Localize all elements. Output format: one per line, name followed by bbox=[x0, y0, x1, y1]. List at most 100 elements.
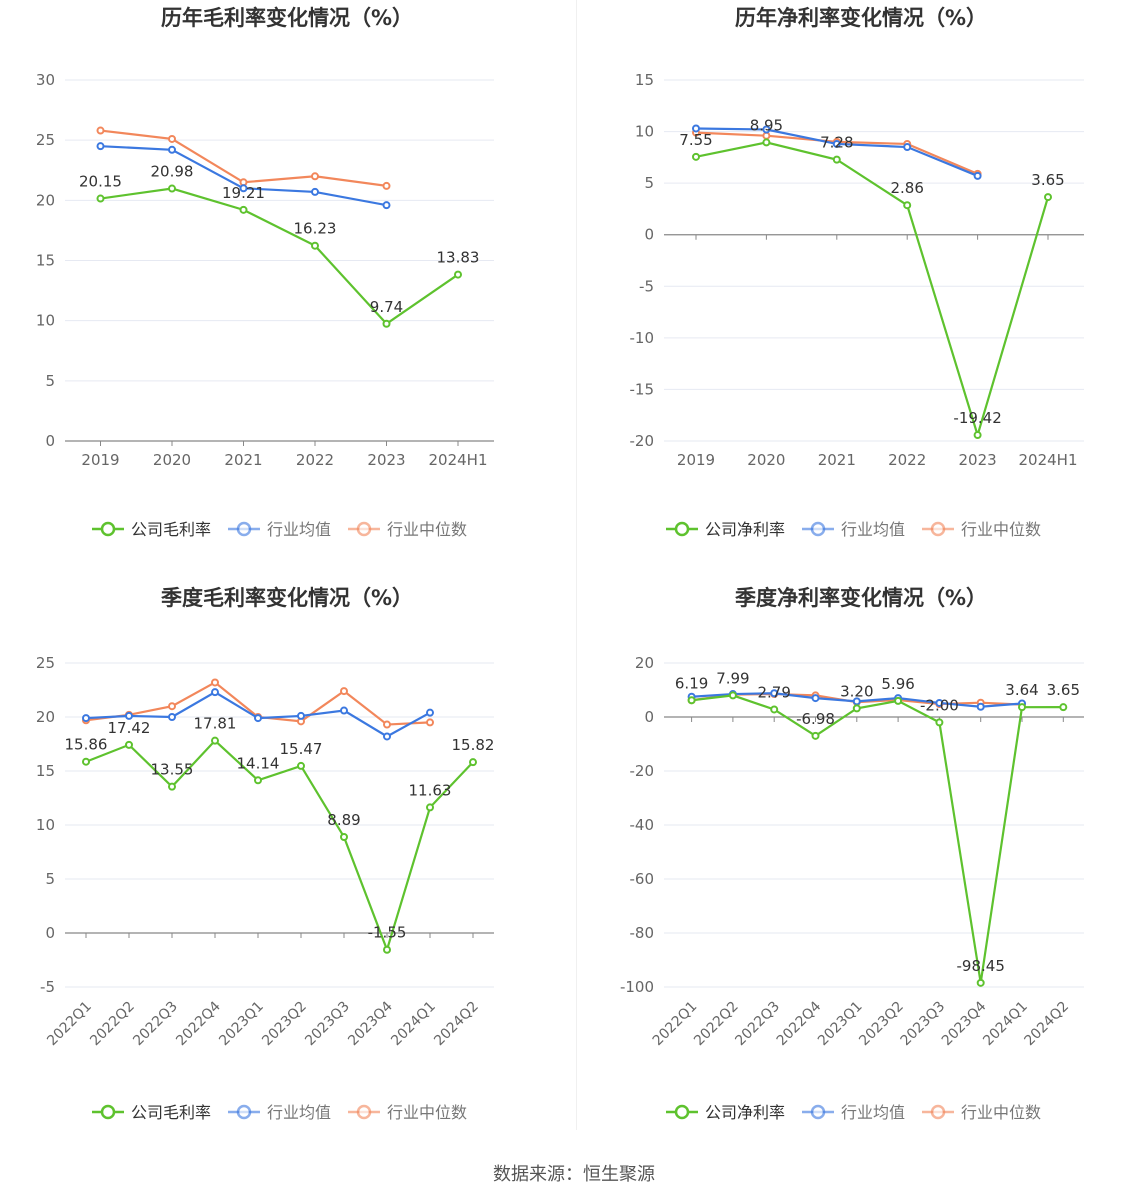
legend-marker-company bbox=[674, 1104, 690, 1120]
chart-title: 季度净利率变化情况（%） bbox=[735, 586, 987, 610]
y-tick-label: 5 bbox=[45, 372, 55, 390]
data-point-company bbox=[168, 782, 176, 791]
data-point-company bbox=[96, 194, 105, 203]
chart-title: 历年净利率变化情况（%） bbox=[735, 6, 987, 30]
legend-marker-industry_median bbox=[930, 1104, 946, 1120]
y-tick-label: -20 bbox=[630, 432, 655, 450]
data-point-company bbox=[903, 201, 912, 210]
data-label: 7.99 bbox=[716, 669, 749, 687]
data-point-industry_avg bbox=[832, 139, 841, 148]
y-tick-label: 20 bbox=[36, 708, 55, 726]
y-tick-label: 0 bbox=[644, 708, 654, 726]
data-point-industry_avg bbox=[382, 201, 391, 210]
data-point-company bbox=[340, 832, 348, 841]
data-label: 8.95 bbox=[750, 116, 783, 134]
data-point-industry_avg bbox=[125, 711, 133, 720]
x-tick-label: 2023Q2 bbox=[259, 999, 310, 1050]
data-point-company bbox=[935, 718, 944, 727]
data-point-company bbox=[239, 205, 248, 214]
data-point-company bbox=[692, 152, 700, 161]
chart-quarterly-gross-panel: 季度毛利率变化情况（%） -5 0 5 10 15 20 25 2022Q1 2022Q2 2022… bbox=[0, 580, 574, 1160]
data-point-company bbox=[254, 776, 262, 785]
data-point-company bbox=[311, 241, 319, 250]
x-tick-label: 2023 bbox=[959, 451, 997, 469]
data-label: 13.55 bbox=[151, 761, 194, 779]
x-tick-label: 2023Q4 bbox=[939, 998, 990, 1049]
x-tick-label: 2021 bbox=[818, 451, 856, 469]
legend-label: 行业中位数 bbox=[961, 520, 1041, 539]
data-point-company bbox=[426, 803, 434, 812]
data-point-industry_avg bbox=[973, 171, 982, 180]
legend-label: 行业中位数 bbox=[387, 520, 467, 539]
data-point-company bbox=[973, 431, 982, 440]
data-label: 15.47 bbox=[280, 740, 323, 758]
data-point-industry_median bbox=[382, 181, 391, 190]
data-point-industry_avg bbox=[211, 688, 219, 697]
series-line-company bbox=[691, 694, 1064, 983]
data-point-company bbox=[82, 757, 90, 766]
y-tick-label: 20 bbox=[635, 654, 654, 672]
y-tick-label: -40 bbox=[630, 816, 655, 834]
y-tick-label: 5 bbox=[45, 870, 55, 888]
data-label: 17.42 bbox=[108, 719, 151, 737]
x-tick-label: 2023 bbox=[367, 451, 405, 469]
data-point-industry_avg bbox=[239, 184, 248, 193]
data-label: 6.19 bbox=[675, 674, 708, 692]
x-tick-label: 2024Q2 bbox=[1022, 999, 1073, 1050]
x-tick-label: 2019 bbox=[81, 451, 119, 469]
data-point-company bbox=[728, 691, 737, 700]
data-label: 16.23 bbox=[294, 220, 337, 238]
data-label: 3.65 bbox=[1031, 171, 1064, 189]
x-tick-label: 2024H1 bbox=[1019, 451, 1078, 469]
x-tick-label: 2023Q2 bbox=[856, 999, 907, 1050]
data-point-company bbox=[297, 761, 305, 770]
legend-marker-company bbox=[100, 1104, 116, 1120]
x-tick-label: 2020 bbox=[747, 451, 785, 469]
data-label: 20.98 bbox=[151, 163, 194, 181]
data-point-industry_avg bbox=[340, 706, 348, 715]
data-point-company bbox=[168, 184, 176, 193]
x-tick-label: 2023Q1 bbox=[815, 999, 866, 1050]
legend-label: 行业均值 bbox=[267, 1103, 331, 1122]
data-point-company bbox=[383, 945, 391, 954]
data-point-industry_median bbox=[211, 678, 219, 687]
legend-marker-industry_avg bbox=[236, 1104, 252, 1120]
legend-marker-industry_median bbox=[356, 521, 372, 537]
data-label: -98.45 bbox=[957, 957, 1005, 975]
legend-marker-industry_avg bbox=[810, 521, 826, 537]
x-tick-label: 2022Q2 bbox=[87, 999, 138, 1050]
x-tick-label: 2024Q1 bbox=[388, 999, 439, 1050]
x-tick-label: 2020 bbox=[153, 451, 191, 469]
data-point-industry_avg bbox=[811, 694, 820, 703]
y-tick-label: 10 bbox=[36, 816, 55, 834]
data-point-industry_avg bbox=[852, 697, 861, 706]
y-tick-label: 20 bbox=[36, 191, 55, 209]
y-tick-label: 0 bbox=[644, 226, 654, 244]
y-tick-label: 15 bbox=[36, 762, 55, 780]
data-point-industry_median bbox=[96, 126, 105, 135]
y-tick-label: 10 bbox=[36, 312, 55, 330]
y-tick-label: -100 bbox=[620, 978, 654, 996]
x-tick-label: 2024Q2 bbox=[431, 999, 482, 1050]
data-label: 14.14 bbox=[237, 754, 280, 772]
legend-label: 行业中位数 bbox=[961, 1103, 1041, 1122]
data-point-company bbox=[382, 319, 391, 328]
x-tick-label: 2022Q3 bbox=[732, 999, 783, 1050]
data-point-industry_avg bbox=[311, 187, 319, 196]
x-tick-label: 2022Q4 bbox=[774, 998, 825, 1049]
y-tick-label: -5 bbox=[40, 978, 55, 996]
data-label: 7.28 bbox=[820, 134, 853, 152]
data-label: -2.00 bbox=[920, 696, 959, 714]
legend-marker-company bbox=[674, 521, 690, 537]
legend-label: 公司毛利率 bbox=[131, 1103, 211, 1122]
data-point-industry_avg bbox=[692, 124, 700, 133]
data-source-note: 数据来源：恒生聚源 bbox=[493, 1164, 655, 1185]
data-point-company bbox=[976, 978, 985, 987]
data-point-industry_avg bbox=[254, 714, 262, 723]
y-tick-label: -80 bbox=[630, 924, 655, 942]
data-label: -19.42 bbox=[953, 409, 1001, 427]
data-point-company bbox=[1059, 703, 1068, 712]
x-tick-label: 2022Q1 bbox=[44, 999, 95, 1050]
series-line-industry_median bbox=[100, 129, 387, 187]
data-label: 8.89 bbox=[327, 811, 360, 829]
